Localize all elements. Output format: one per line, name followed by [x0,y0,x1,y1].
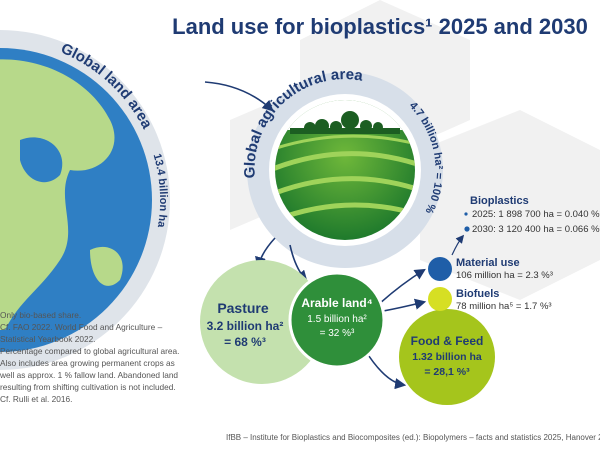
footnote: Cf. FAO 2022. World Food and Agriculture… [0,322,163,332]
material-use-node: Material use 106 million ha = 2.3 %³ [428,257,553,281]
biofuels-value: 78 million ha⁵ = 1.7 %³ [456,301,552,312]
pasture-share: = 68 %³ [224,335,266,349]
footnote: Also includes area growing permanent cro… [0,358,175,368]
footnote: Percentage compared to global agricultur… [0,346,179,356]
bioplastics-label: Bioplastics [470,195,529,207]
footnote: Only bio-based share. [0,310,81,320]
bioplastics-2025: 2025: 1 898 700 ha = 0.040 %³ [472,209,600,220]
arable-node: Arable land⁴ 1.5 billion ha² = 32 %³ [288,271,386,369]
biofuels-label: Biofuels [456,288,499,300]
bioplastics-2030: 2030: 3 120 400 ha = 0.066 %³ [472,224,600,235]
material-use-value: 106 million ha = 2.3 %³ [456,270,553,281]
biofuels-node: Biofuels 78 million ha⁵ = 1.7 %³ [428,287,552,312]
agricultural-circle: Global agricultural area 4.7 billion ha²… [241,66,445,268]
source: IfBB – Institute for Bioplastics and Bio… [226,433,600,442]
bioplastics-node: Bioplastics 2025: 1 898 700 ha = 0.040 %… [464,195,600,235]
globe: Global land area 13.4 billion ha [0,30,170,370]
material-use-label: Material use [456,257,520,269]
footnotes: Only bio-based share. Cf. FAO 2022. Worl… [0,310,179,404]
pasture-label: Pasture [217,300,269,316]
footnote: Statistical Yearbook 2022. [0,334,95,344]
arable-label: Arable land⁴ [301,296,372,310]
footnote: well as approx. 1 % fallow land. Abandon… [0,370,178,380]
food-feed-node: Food & Feed 1.32 billion ha = 28,1 %³ [399,309,495,405]
footnote: Cf. Rulli et al. 2016. [0,394,72,404]
pasture-node: Pasture 3.2 billion ha² = 68 %³ [200,260,324,384]
food-feed-area: 1.32 billion ha [412,351,482,363]
footnote: resulting from shifting cultivation is n… [0,382,176,392]
food-feed-label: Food & Feed [411,334,484,348]
arable-area: 1.5 billion ha² [307,314,367,325]
food-feed-share: = 28,1 %³ [424,366,470,378]
arable-share: = 32 %³ [320,328,355,339]
title: Land use for bioplastics¹ 2025 and 2030 [172,14,588,39]
pasture-area: 3.2 billion ha² [207,319,284,333]
